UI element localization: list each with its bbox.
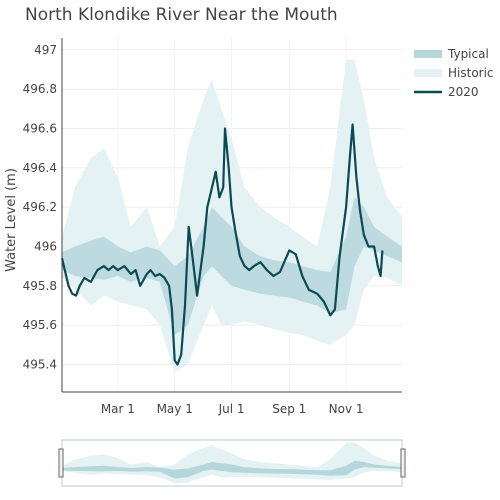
y-tick-label: 496.8 <box>23 82 57 96</box>
range-slider-typical-band <box>62 460 402 479</box>
legend-typical-label[interactable]: Typical <box>447 47 489 61</box>
typical-band <box>62 197 402 335</box>
x-tick-label: Mar 1 <box>101 402 135 416</box>
x-tick-label: Nov 1 <box>329 402 364 416</box>
tick-labels: 495.4 495.6 495.8 496 496.2 496.4 496.6 496.8 49… <box>23 43 364 416</box>
axes <box>61 38 402 393</box>
y-tick-label: 495.6 <box>23 318 57 332</box>
range-slider-left-handle[interactable] <box>58 448 64 478</box>
y-tick-label: 496.6 <box>23 121 57 135</box>
legend-historic-label[interactable]: Historic <box>448 66 494 80</box>
series-2020-line <box>60 123 384 366</box>
y-tick-label: 495.8 <box>23 279 57 293</box>
x-tick-label: May 1 <box>157 402 193 416</box>
y-tick-label: 496.2 <box>23 200 57 214</box>
range-slider-right-handle[interactable] <box>400 448 406 478</box>
legend-typical-swatch[interactable] <box>414 50 442 58</box>
y-tick-label: 496 <box>34 239 57 253</box>
chart-title: North Klondike River Near the Mouth <box>25 5 338 25</box>
x-tick-label: Sep 1 <box>272 402 306 416</box>
x-tick-label: Jul 1 <box>218 402 245 416</box>
series-lines <box>60 123 384 366</box>
range-slider[interactable] <box>58 439 406 487</box>
y-tick-label: 495.4 <box>23 357 57 371</box>
legend-historic-swatch[interactable] <box>414 69 442 77</box>
y-tick-label: 497 <box>34 43 57 57</box>
range-slider-preview <box>62 442 402 484</box>
legend[interactable]: Typical Historic 2020 <box>414 47 494 99</box>
y-tick-label: 496.4 <box>23 161 57 175</box>
legend-2020-label[interactable]: 2020 <box>448 85 479 99</box>
y-axis-title: Water Level (m) <box>4 168 19 272</box>
